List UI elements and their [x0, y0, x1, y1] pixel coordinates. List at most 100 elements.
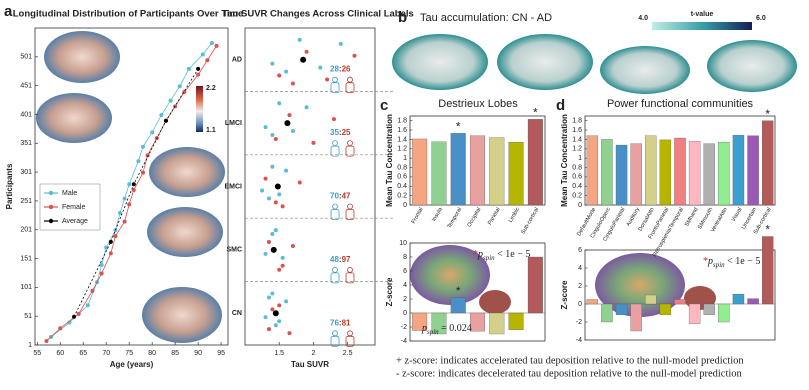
data-point	[277, 192, 282, 197]
y-tick-label: 251	[20, 198, 32, 205]
data-point	[214, 43, 219, 48]
chart-title: Tau SUVR Changes Across Clinical Labels	[222, 9, 414, 20]
y-tick-label: -4	[401, 338, 407, 345]
significance-star: *	[765, 223, 770, 237]
bar	[586, 135, 599, 206]
data-point	[90, 288, 95, 293]
data-point	[266, 239, 271, 244]
data-point	[352, 53, 357, 58]
y-tick-label: 4	[403, 282, 407, 289]
bar	[412, 138, 428, 206]
data-point	[263, 125, 268, 130]
significance-star: *	[765, 107, 770, 121]
y-tick-label: 0.2	[572, 192, 582, 199]
person-icon	[345, 335, 355, 347]
y-tick-label: 1.8	[397, 118, 407, 125]
bar	[688, 141, 701, 206]
y-tick-label: 4	[578, 265, 582, 272]
y-tick-label: 6	[403, 268, 407, 275]
average-point	[300, 56, 307, 63]
y-tick-label: 10	[399, 240, 407, 247]
y-tick-label: 0.4	[397, 183, 407, 190]
bar	[489, 137, 505, 206]
data-point	[273, 200, 278, 205]
p-value-part: < 1e − 5	[495, 249, 531, 260]
data-point	[290, 129, 295, 134]
y-tick-label: LMCI	[225, 120, 242, 127]
y-tick-label: 301	[20, 169, 32, 176]
bar	[630, 303, 642, 332]
x-tick-label: Temporal	[447, 207, 464, 230]
data-point	[122, 196, 127, 201]
group-count: 76:81	[330, 318, 351, 327]
person-icon	[347, 330, 353, 337]
data-point	[113, 228, 118, 233]
x-tick-label: 70	[102, 350, 110, 357]
data-point	[263, 176, 268, 181]
y-tick-label: 351	[20, 140, 32, 147]
y-tick-label: AD	[232, 57, 242, 64]
y-tick-label: 6	[578, 247, 582, 254]
y-tick-label: 1.6	[397, 127, 407, 134]
x-tick-label: 2	[311, 350, 315, 357]
x-tick-label: Parietal	[487, 207, 502, 226]
person-icon	[347, 266, 353, 273]
group-count: 70:47	[330, 192, 351, 201]
data-point	[277, 319, 282, 324]
bar	[527, 119, 543, 206]
data-point	[270, 307, 275, 312]
y-tick-label: 0.8	[572, 164, 582, 171]
bar	[674, 137, 686, 206]
x-tick-label: Sub-cortical	[520, 207, 540, 236]
data-point	[177, 84, 182, 89]
y-tick-label: 1.4	[572, 136, 582, 143]
y-axis-label: Participants	[5, 163, 14, 209]
footer-note: + z-score: indicates accelerated tau dep…	[396, 355, 744, 366]
bar	[508, 312, 524, 330]
p-value-part: p	[421, 323, 427, 334]
y-tick-label: 2	[403, 296, 407, 303]
data-point	[186, 66, 191, 71]
bar	[732, 135, 745, 206]
significance-star: *	[533, 105, 538, 119]
y-tick-label: 0	[403, 202, 407, 209]
x-tick-label: 60	[56, 350, 64, 357]
data-point	[270, 291, 275, 296]
person-icon	[345, 209, 355, 220]
person-icon	[330, 335, 340, 347]
data-point	[108, 251, 113, 256]
bar	[703, 143, 715, 206]
y-tick-label: 501	[20, 54, 32, 61]
x-tick-label: 2.5	[343, 350, 353, 357]
y-tick-label: 8	[403, 254, 407, 261]
data-point	[331, 117, 336, 122]
bar	[615, 303, 628, 315]
bar	[615, 144, 628, 206]
p-value-part: < 1e − 5	[725, 256, 761, 267]
x-tick-label: 65	[79, 350, 87, 357]
x-axis-label: Age (years)	[110, 360, 154, 369]
data-point	[113, 234, 118, 239]
x-tick-label: 75	[125, 350, 133, 357]
y-tick-label: 1.4	[397, 136, 407, 143]
bar	[645, 294, 657, 305]
data-point	[58, 326, 63, 331]
y-axis-label: Mean Tau Concentration	[560, 114, 569, 207]
y-tick-label: 1	[28, 342, 32, 349]
y-tick-label: 0	[578, 202, 582, 209]
data-point	[277, 73, 282, 78]
y-tick-label: -2	[576, 319, 582, 326]
p-value-note: pspin = 0.024	[421, 323, 472, 335]
p-value-part: *	[473, 249, 478, 260]
data-point	[277, 101, 282, 106]
p-value-part: spin	[483, 254, 495, 262]
y-tick-label: 401	[20, 111, 32, 118]
data-point	[196, 66, 201, 71]
bar	[718, 303, 730, 323]
data-point	[263, 315, 268, 320]
data-point	[277, 267, 282, 272]
plot-frame	[409, 242, 546, 342]
x-tick-label: Insula	[431, 206, 444, 223]
colorbar-tick: 4.0	[638, 15, 648, 22]
